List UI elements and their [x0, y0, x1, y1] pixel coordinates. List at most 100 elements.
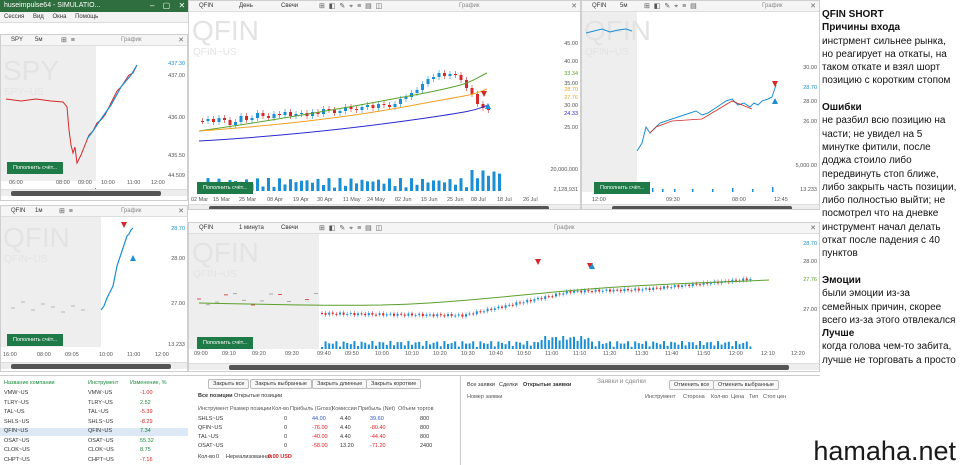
volume-bar	[454, 341, 457, 349]
close-all-button[interactable]: Закрыть все	[208, 379, 250, 389]
watchlist-row[interactable]: QFIN~US QFIN~US 7.34	[0, 428, 188, 436]
candle	[418, 311, 421, 318]
volume-bar	[328, 343, 331, 349]
change-pct: -1.00	[140, 390, 153, 396]
price-tick: 28.00	[803, 99, 817, 105]
timeframe-select[interactable]: 5м	[620, 3, 628, 9]
candle	[212, 116, 215, 125]
volume-bar	[735, 341, 737, 349]
volume-bar	[454, 184, 457, 191]
tab-all-orders[interactable]: Все заявки	[467, 382, 495, 388]
price-tick: 35.00	[564, 81, 578, 87]
deposit-button[interactable]: Пополнить счёт...	[197, 182, 254, 194]
timeframe-select[interactable]: 1 минута	[239, 225, 264, 231]
symbol-label[interactable]: QFIN	[11, 208, 26, 214]
volume-bar	[407, 341, 410, 349]
volume-bar	[555, 337, 557, 349]
deposit-button[interactable]: Пополнить счёт...	[7, 162, 64, 174]
close-icon[interactable]: ✕	[178, 208, 184, 215]
watchlist-row[interactable]: TLRY~US TLRY~US 2.52	[0, 400, 188, 408]
close-selected-button[interactable]: Закрыть выбранные	[250, 379, 312, 389]
chart-scrollbar[interactable]	[582, 204, 819, 209]
close-icon[interactable]: ✕	[178, 37, 184, 44]
position-row[interactable]: TAL~US 0 -40.00 4.40 -44.40 800	[188, 434, 460, 442]
chart-watermark-sub: SPY~US	[4, 87, 44, 98]
candle	[706, 280, 709, 286]
timeframe-select[interactable]: 5м	[35, 37, 43, 43]
deposit-button[interactable]: Пополнить счёт...	[7, 334, 64, 346]
tab-open-positions[interactable]: Открытые позиции	[234, 393, 283, 399]
candle	[429, 312, 431, 317]
volume-bar	[443, 341, 446, 349]
position-row[interactable]: SHLS~US 0 44.00 4.40 39.60 800	[188, 416, 460, 424]
candle	[634, 286, 637, 293]
tab-trades[interactable]: Сделки	[499, 382, 518, 388]
candle	[709, 281, 712, 286]
company-name: SHLS~US	[4, 418, 30, 425]
candle	[619, 287, 622, 294]
volume-bar	[663, 341, 665, 349]
fees: 13.20	[340, 443, 354, 449]
instrument: SHLS~US	[198, 416, 224, 422]
better-text: когда голова чем-то забита, лучше не тор…	[822, 341, 956, 366]
chart-tools[interactable]: ⊞ ≡	[59, 208, 74, 215]
chart-panel-spy: SPY 5м ⊞ ≡ График ✕ SPY SPY~US 437.30 43…	[0, 34, 188, 201]
symbol-label[interactable]: QFIN	[199, 225, 214, 231]
chart-tools[interactable]: ⊞ ◧ ✎ ⌖ ≡ ▤ ◫	[319, 225, 384, 232]
chart-type-select[interactable]: Свечи	[281, 225, 299, 231]
symbol-label[interactable]: QFIN	[199, 3, 214, 9]
candle	[371, 102, 375, 111]
cancel-selected-button[interactable]: Отменить выбранные	[713, 380, 779, 390]
watchlist-row[interactable]: VMW~US VMW~US -1.00	[0, 390, 188, 398]
chart-tools[interactable]: ⊞ ◧ ✎ ⌖ ≡ ▤	[644, 3, 698, 10]
candle	[681, 283, 683, 290]
volume-bar	[316, 178, 320, 191]
position-row[interactable]: QFIN~US 0 -76.00 4.40 -80.40 800	[188, 425, 460, 433]
tab-all-positions[interactable]: Все позиции	[198, 393, 233, 399]
deposit-button[interactable]: Пополнить счёт...	[197, 337, 254, 349]
close-icon[interactable]: ✕	[810, 3, 816, 10]
candle	[382, 311, 385, 318]
tab-open-orders[interactable]: Открытые заявки	[523, 382, 572, 388]
watchlist-row[interactable]: TAL~US TAL~US -5.39	[0, 409, 188, 417]
volume-bar	[677, 344, 680, 349]
candle	[404, 94, 408, 102]
menu-help[interactable]: Помощь	[75, 14, 99, 20]
close-icon[interactable]: ✕	[571, 3, 577, 10]
cancel-all-button[interactable]: Отменить все	[669, 380, 715, 390]
watchlist-row[interactable]: SHLS~US SHLS~US -8.29	[0, 419, 188, 427]
volume-bar	[565, 339, 568, 349]
chart-tools[interactable]: ⊞ ◧ ✎ ⌖ ≡ ▤ ◫	[319, 3, 384, 10]
candle	[519, 300, 521, 306]
deposit-button[interactable]: Пополнить счёт...	[594, 182, 651, 194]
volume-bar	[634, 341, 637, 349]
candle	[283, 109, 287, 118]
close-icon[interactable]: ✕	[810, 225, 816, 232]
watchlist-row[interactable]: OSAT~US OSAT~US 55.32	[0, 438, 188, 446]
ma-tag-blue: 24.33	[564, 111, 578, 117]
close-short-button[interactable]: Закрыть короткие	[366, 379, 422, 389]
change-pct: 55.32	[140, 437, 154, 444]
timeframe-select[interactable]: День	[239, 3, 253, 9]
timeframe-select[interactable]: 1м	[35, 208, 43, 214]
chart-scrollbar[interactable]	[1, 189, 187, 196]
menu-windows[interactable]: Окна	[52, 14, 67, 20]
symbol-label[interactable]: SPY	[11, 37, 24, 43]
menu-session[interactable]: Сессия	[4, 14, 25, 20]
chart-scrollbar[interactable]	[189, 363, 819, 370]
chart-tools[interactable]: ⊞ ≡	[61, 37, 76, 44]
position-row[interactable]: OSAT~US 0 -58.00 13.20 -71.20 2400	[188, 443, 460, 451]
chart-scrollbar[interactable]	[1, 362, 187, 369]
chart-type-select[interactable]: Свечи	[281, 3, 299, 9]
candle	[547, 294, 550, 299]
app-title: huseimpulse64 - SIMULATIO...	[4, 2, 101, 9]
watchlist-row[interactable]: CLOK~US CLOK~US 8.75	[0, 447, 188, 455]
window-controls[interactable]: ‒ ▢ ✕	[150, 1, 189, 10]
candle	[278, 111, 281, 118]
watchlist-row[interactable]: CHPT~US CHPT~US -7.16	[0, 457, 188, 465]
close-long-button[interactable]: Закрыть длинные	[312, 379, 368, 389]
symbol-label[interactable]: QFIN	[592, 3, 607, 9]
menu-view[interactable]: Вид	[32, 14, 44, 20]
chart-scrollbar[interactable]	[189, 204, 580, 209]
volume-bar	[738, 344, 741, 349]
